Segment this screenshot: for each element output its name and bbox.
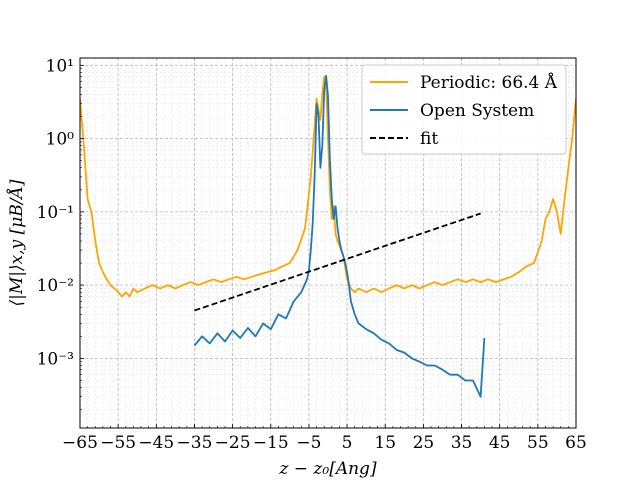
- series-layer: [80, 74, 576, 398]
- x-tick-label: 55: [527, 433, 549, 453]
- x-tick-labels: −65 −55 −45 −35 −25 −15 −5 5 15 25 35 45 55 65: [62, 433, 587, 453]
- y-axis-label: ⟨|M|⟩x,y [μB/Å]: [6, 179, 27, 306]
- y-tick-labels: 10⁻³ 10⁻² 10⁻¹ 10⁰ 10¹: [37, 56, 75, 369]
- x-tick-label: −55: [100, 433, 136, 453]
- y-tick-label: 10¹: [46, 56, 74, 76]
- x-tick-label: −35: [177, 433, 213, 453]
- legend-label-periodic: Periodic: 66.4 Å: [420, 72, 558, 93]
- x-tick-label: −65: [62, 433, 98, 453]
- x-tick-label: 45: [489, 433, 511, 453]
- y-tick-label: 10⁻³: [37, 349, 74, 369]
- ticks: [79, 64, 577, 428]
- plot-frame: [79, 57, 577, 429]
- x-tick-label: 65: [565, 433, 587, 453]
- x-tick-label: −45: [138, 433, 174, 453]
- legend-box: [361, 64, 567, 155]
- legend-label-fit: fit: [420, 129, 438, 149]
- x-tick-label: −15: [253, 433, 289, 453]
- x-tick-label: −25: [215, 433, 251, 453]
- y-tick-label: 10⁰: [46, 130, 75, 150]
- series-line-periodic: [80, 75, 576, 298]
- series-line-open-system: [193, 74, 486, 398]
- y-tick-label: 10⁻¹: [37, 203, 74, 223]
- legend: Periodic: 66.4 Å Open System fit: [361, 64, 567, 155]
- legend-label-open-system: Open System: [420, 101, 534, 121]
- x-tick-label: −5: [296, 433, 321, 453]
- series-line-fit: [194, 212, 481, 312]
- x-tick-label: 5: [342, 433, 353, 453]
- x-tick-label: 35: [451, 433, 473, 453]
- x-tick-label: 15: [374, 433, 396, 453]
- x-tick-label: 25: [413, 433, 435, 453]
- x-axis-label: z − z₀[Ang]: [278, 459, 377, 479]
- y-tick-label: 10⁻²: [37, 276, 74, 296]
